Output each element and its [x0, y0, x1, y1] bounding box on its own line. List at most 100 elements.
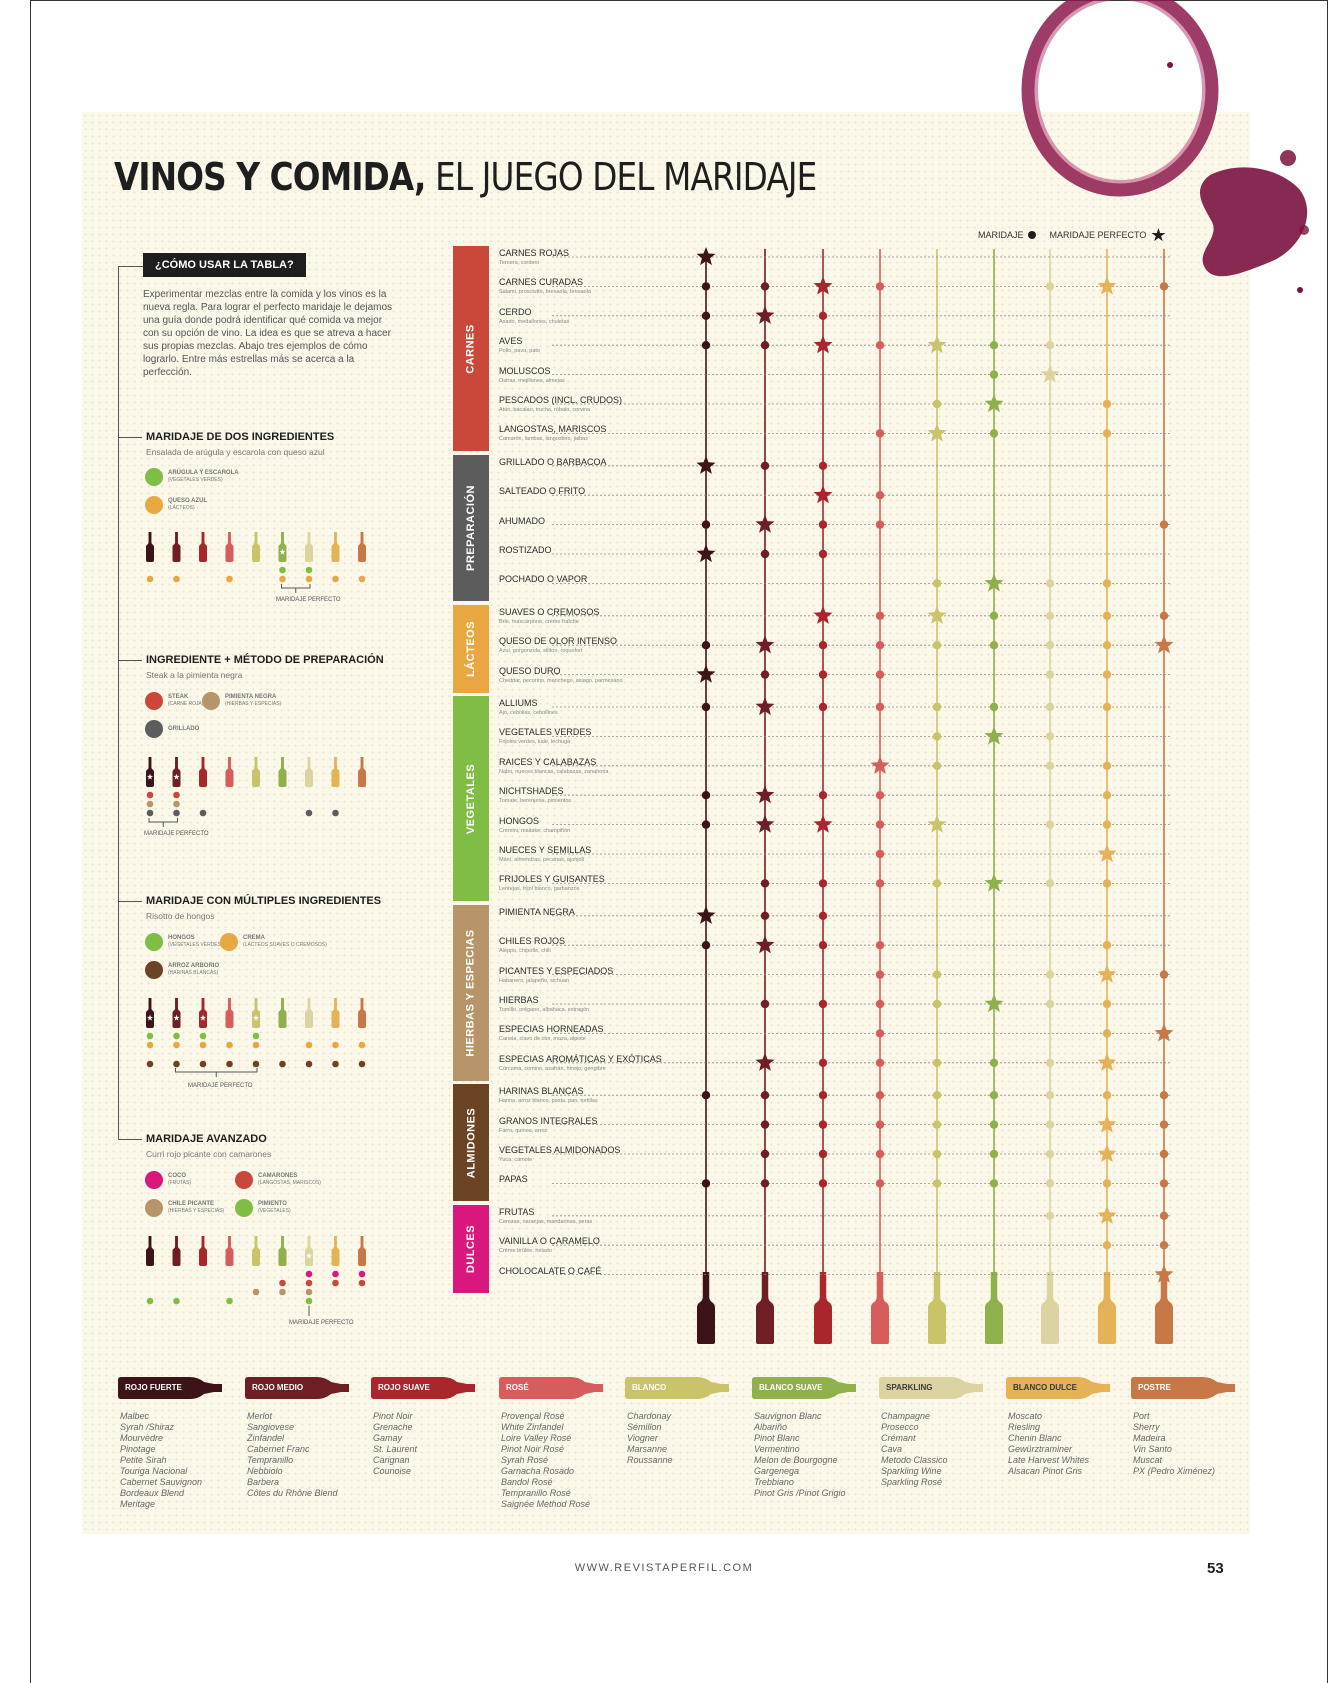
ex4-legend-2-label: CAMARONES: [258, 1173, 298, 1179]
sample-dot: [173, 800, 180, 808]
ingredient-dot-icon: [220, 933, 238, 951]
sample-dot: [146, 809, 154, 817]
food-row-label: VAINILLA O CARAMELO Crème brûlée, helado: [499, 1236, 600, 1255]
perfect-pairing-star: [813, 485, 833, 504]
ex1-perfect-label: MARIDAJE PERFECTO: [276, 597, 341, 603]
food-row-label: VEGETALES VERDES Frijoles verdes, kale, l…: [499, 727, 591, 746]
ex4-legend-4-label: PIMIENTO: [258, 1201, 287, 1207]
pairing-dot: [875, 879, 885, 888]
wine-type-label: POSTRE: [1138, 1383, 1171, 1392]
wine-varietal: Syrah /Shiraz: [120, 1422, 175, 1432]
pairing-dot: [701, 1091, 711, 1100]
page-edge-left: [30, 0, 31, 1683]
sample-dot: [332, 1270, 339, 1278]
ex3-legend-1-label: HONGOS: [168, 935, 195, 941]
sample-dot: [358, 1041, 366, 1049]
category-label: DULCES: [465, 1224, 478, 1273]
food-name: AVES: [499, 336, 523, 347]
food-row-label: SUAVES O CREMOSOS Brie, mascarpone, crème…: [499, 607, 599, 626]
food-name: NUECES Y SEMILLAS: [499, 845, 592, 855]
ex2-legend-item: GRILLADO: [145, 720, 199, 738]
wine-varietal: Prosecco: [881, 1422, 919, 1432]
perfect-pairing-star: [696, 905, 716, 924]
food-examples: Camarón, lambas, langostino, jaibas: [499, 436, 588, 443]
sample-dot: [173, 1041, 180, 1049]
perfect-pairing-star: [755, 785, 775, 804]
pairing-dot: [760, 1179, 770, 1188]
sample-dot: [173, 1032, 180, 1040]
sample-bottle-icon: [358, 532, 366, 562]
ex2-perfect-label: MARIDAJE PERFECTO: [144, 831, 209, 837]
food-examples: Tomillo, orégano, albahaca, estragón: [499, 1007, 590, 1013]
wine-type-tag: ROJO FUERTE: [118, 1377, 242, 1399]
food-row-label: PESCADOS (INCL. CRUDOS) Atún, bacalao, tr…: [499, 395, 622, 414]
sample-bottle-icon: [278, 532, 287, 562]
wine-varietal: Cabernet Franc: [247, 1444, 310, 1454]
food-row-label: AVES Pollo, pavo, pato: [499, 336, 540, 355]
ex3-legend-item: HONGOS (VEGETALES VERDES): [145, 933, 223, 951]
ex2-legend-2-sub: (HIERBAS Y ESPECIAS): [225, 701, 282, 707]
ex4-legend-4-sub: (VEGETALES): [258, 1208, 291, 1214]
food-row-label: POCHADO O VAPOR: [499, 574, 587, 584]
bottle-tag-icon: [879, 1377, 983, 1399]
ingredient-dot-icon: [235, 1171, 253, 1189]
example-4-subtitle: Curri rojo picante con camarones: [146, 1149, 272, 1159]
pairing-dot: [932, 732, 942, 741]
sample-bottle-icon: [305, 532, 313, 562]
sample-dot: [199, 1032, 207, 1040]
sample-bottle-icon: [252, 532, 260, 562]
pairing-dot: [1159, 1179, 1169, 1188]
sample-bottle-icon: [278, 998, 287, 1028]
pairing-dot: [1102, 670, 1112, 679]
perfect-pairing-star: [696, 664, 716, 683]
pairing-dot: [760, 461, 770, 470]
category-label: HIERBAS Y ESPECIAS: [465, 929, 477, 1057]
sample-dot: [252, 1032, 260, 1040]
bottle-star-icon: [147, 1014, 153, 1021]
sample-dot: [305, 1060, 313, 1068]
food-examples: Ajo, cebollas, cebollines: [499, 710, 558, 716]
pairing-dot: [701, 1179, 711, 1188]
pairing-dot: [875, 1058, 885, 1068]
pairing-dot: [818, 1120, 828, 1129]
pairing-dot: [818, 520, 828, 529]
food-row-label: VEGETALES ALMIDONADOS Yuca, camote: [499, 1145, 620, 1164]
ex4-legend-item: CAMARONES (LANGOSTAS, MARISCOS): [235, 1171, 321, 1189]
pairing-dot: [1159, 970, 1169, 979]
pairing-dot: [760, 670, 770, 679]
pairing-dot: [1045, 1058, 1055, 1068]
sample-bottle-icon: [331, 1236, 340, 1266]
pairing-dot: [1045, 1211, 1055, 1221]
sample-dot: [173, 791, 180, 799]
perfect-pairing-star: [1040, 364, 1060, 383]
sample-dot: [173, 809, 180, 817]
sample-bottle-icon: [331, 532, 340, 562]
example-4-title: MARIDAJE AVANZADO: [146, 1133, 267, 1145]
food-row-label: HONGOS Cremini, maitake, champiñón: [499, 816, 570, 835]
wine-type-tag: SPARKLING: [879, 1377, 1003, 1399]
perfect-pairing-star: [696, 247, 716, 266]
pairing-dot: [932, 879, 942, 888]
pairing-dot: [760, 1120, 770, 1129]
pairing-dot: [1045, 579, 1055, 588]
wine-varietal: Roussanne: [627, 1455, 673, 1465]
food-examples: Canela, clavo de olor, maza, alpiste: [499, 1036, 586, 1043]
sample-dot: [358, 1279, 366, 1287]
wine-varietal: Chenin Blanc: [1008, 1433, 1062, 1443]
tree-branch: [118, 901, 142, 902]
pairing-dot: [1045, 1091, 1055, 1100]
wine-varietal: Petite Sirah: [120, 1455, 167, 1465]
pairing-dot: [989, 429, 999, 438]
wine-varietal: Riesling: [1008, 1422, 1041, 1432]
pairing-dot: [1045, 1120, 1055, 1129]
pairing-dot: [1045, 670, 1055, 679]
bottle-star-icon: [147, 773, 153, 780]
pairing-dot: [875, 429, 885, 438]
food-row-label: FRIJOLES Y GUISANTES Lentejas, frijol bla…: [499, 874, 605, 893]
pairing-dot: [760, 1091, 770, 1100]
wine-bottle-icon: [871, 1272, 889, 1344]
pairing-dot: [875, 791, 885, 800]
food-row-label: LANGOSTAS, MARISCOS Camarón, lambas, lang…: [499, 424, 606, 443]
food-name: GRANOS INTEGRALES: [499, 1115, 598, 1126]
sample-bottle-icon: [358, 1236, 366, 1266]
